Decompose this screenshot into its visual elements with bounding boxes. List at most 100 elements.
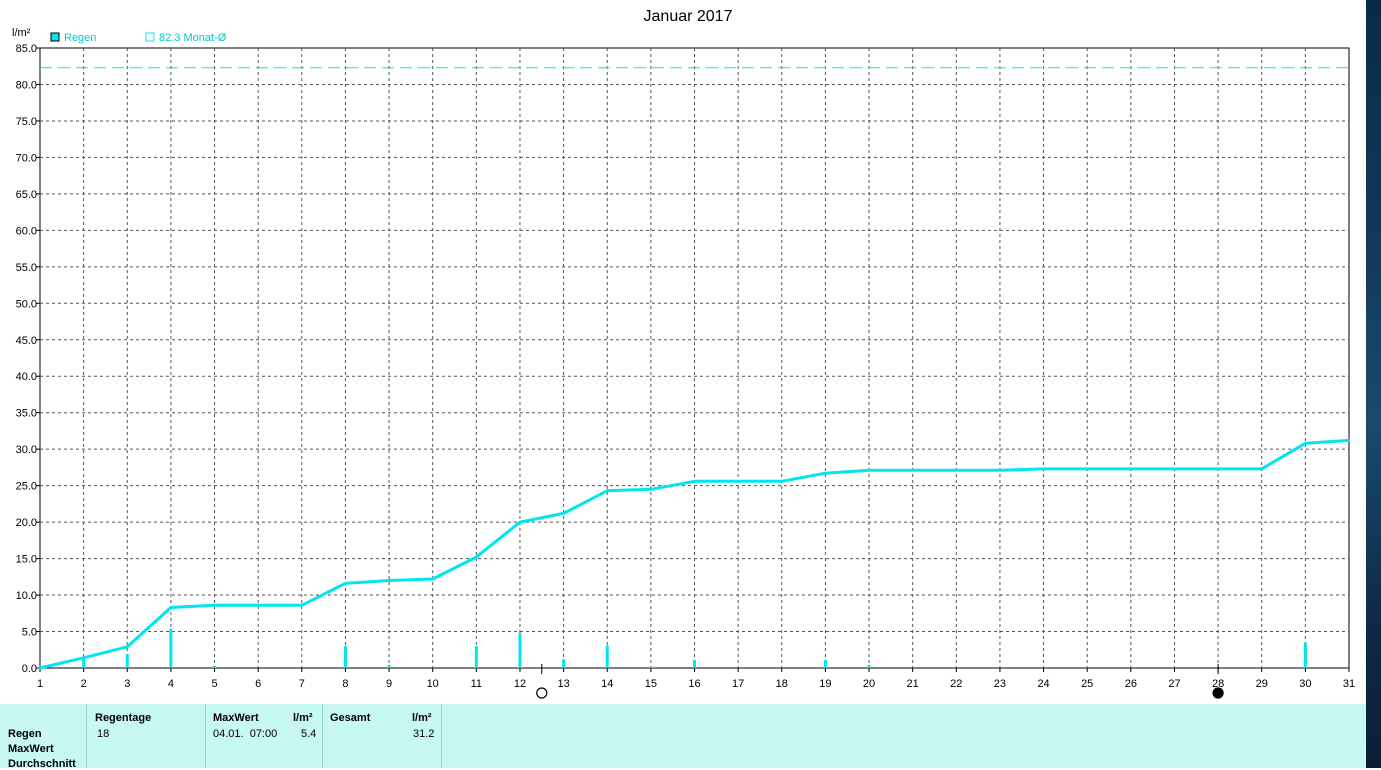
- legend-swatch-average: [145, 32, 155, 42]
- legend-label-regen: Regen: [64, 32, 96, 44]
- x-tick-label: 13: [557, 678, 569, 690]
- x-tick-label: 8: [342, 678, 348, 690]
- line-point: [824, 472, 827, 475]
- rain-bar: [823, 659, 827, 668]
- x-tick-label: 19: [819, 678, 831, 690]
- y-tick-label: 60.0: [16, 225, 37, 237]
- x-tick-label: 7: [299, 678, 305, 690]
- x-tick-label: 15: [645, 678, 657, 690]
- chart-title: Januar 2017: [644, 8, 733, 25]
- x-tick-label: 9: [386, 678, 392, 690]
- rain-bar: [649, 666, 653, 668]
- y-tick-label: 5.0: [22, 627, 37, 639]
- new-moon-icon: [1212, 687, 1224, 699]
- rain-bar: [387, 665, 391, 668]
- y-tick-label: 30.0: [16, 444, 37, 456]
- line-point: [562, 512, 565, 515]
- rain-bar: [169, 628, 173, 668]
- y-tick-label: 40.0: [16, 371, 37, 383]
- x-tick-label: 25: [1081, 678, 1093, 690]
- background-strip: [1366, 0, 1381, 768]
- gesamt-unit: l/m²: [412, 712, 432, 724]
- x-tick-label: 14: [601, 678, 613, 690]
- y-tick-label: 80.0: [16, 79, 37, 91]
- y-tick-label: 10.0: [16, 590, 37, 602]
- x-tick-label: 4: [168, 678, 174, 690]
- y-tick-label: 55.0: [16, 262, 37, 274]
- line-point: [1129, 467, 1133, 471]
- rain-bar: [1303, 642, 1307, 668]
- y-tick-label: 45.0: [16, 335, 37, 347]
- row-label-regen: Regen: [8, 728, 42, 740]
- regentage-header: Regentage: [95, 712, 152, 724]
- line-point: [475, 555, 478, 559]
- rain-bar: [518, 632, 522, 668]
- stats-col-maxwert: MaxWert l/m² 04.01. 07:00 5.4: [206, 704, 323, 768]
- line-point: [300, 604, 303, 607]
- y-tick-label: 50.0: [16, 298, 37, 310]
- y-axis-unit: l/m²: [12, 27, 31, 39]
- row-label-maxwert: MaxWert: [8, 743, 54, 755]
- x-tick-label: 18: [776, 678, 788, 690]
- line-point: [256, 604, 260, 607]
- x-tick-label: 31: [1343, 678, 1355, 690]
- gesamt-value: 31.2: [413, 728, 435, 740]
- x-tick-label: 10: [427, 678, 439, 690]
- line-point: [911, 469, 914, 472]
- x-tick-label: 26: [1125, 678, 1137, 690]
- row-label-durchschnitt: Durchschnitt: [8, 758, 76, 770]
- x-tick-label: 5: [211, 678, 217, 690]
- stats-col-gesamt: Gesamt l/m² 31.2: [323, 704, 442, 768]
- line-point: [1260, 467, 1263, 471]
- line-point: [1042, 467, 1045, 471]
- x-tick-label: 24: [1037, 678, 1049, 690]
- grid: [40, 48, 1349, 668]
- maxwert-unit: l/m²: [293, 712, 313, 724]
- x-tick-label: 16: [688, 678, 700, 690]
- x-tick-label: 12: [514, 678, 526, 690]
- y-tick-label: 25.0: [16, 481, 37, 493]
- stats-table: Regen MaxWert Durchschnitt Regentage 18 …: [0, 704, 1366, 770]
- line-point: [82, 656, 85, 659]
- line-point: [431, 577, 434, 581]
- x-tick-label: 23: [994, 678, 1006, 690]
- line-point: [606, 489, 609, 492]
- gesamt-header: Gesamt: [330, 712, 371, 724]
- x-tick-label: 27: [1168, 678, 1180, 690]
- line-point: [1304, 442, 1307, 445]
- rain-bar: [82, 657, 86, 668]
- line-point: [867, 469, 871, 472]
- x-axis: 1 2 3 4 5 6 7 8 9 10 11 12 13 14 15 16 17 18 19 20 21 22 23 24 2…: [37, 668, 1355, 690]
- line-point: [38, 666, 42, 670]
- rain-bar: [343, 646, 347, 668]
- line-point: [1347, 439, 1351, 442]
- daily-rain-bars: [82, 628, 1307, 668]
- rain-bar: [605, 645, 609, 668]
- stats-col-regentage: Regentage 18: [87, 704, 206, 768]
- y-tick-label: 70.0: [16, 152, 37, 164]
- x-tick-label: 20: [863, 678, 875, 690]
- rain-bar: [867, 665, 871, 668]
- stats-row-labels: Regen MaxWert Durchschnitt: [0, 704, 87, 770]
- full-moon-icon: [536, 687, 548, 699]
- maxwert-value: 5.4: [301, 728, 317, 740]
- x-tick-label: 29: [1256, 678, 1268, 690]
- line-point: [518, 520, 522, 524]
- x-tick-label: 1: [37, 678, 43, 690]
- y-tick-label: 65.0: [16, 189, 37, 201]
- x-tick-label: 30: [1299, 678, 1311, 690]
- rain-chart: Januar 2017 l/m² Regen 82.3 Monat-Ø 0.0 5…: [12, 8, 1355, 699]
- y-axis: 0.0 5.0 10.0 15.0 20.0 25.0 30.0 35.0 40.0 45.0 50…: [16, 43, 40, 675]
- y-tick-label: 35.0: [16, 408, 37, 420]
- y-tick-label: 85.0: [16, 43, 37, 55]
- line-point: [126, 645, 129, 649]
- x-tick-label: 28: [1212, 678, 1224, 690]
- legend-swatch-regen: [50, 32, 60, 42]
- maxwert-header: MaxWert: [213, 712, 259, 724]
- line-point: [736, 480, 740, 483]
- legend-label-average: 82.3 Monat-Ø: [159, 32, 227, 44]
- x-tick-label: 6: [255, 678, 261, 690]
- rain-bar: [125, 654, 129, 668]
- regentage-value: 18: [97, 728, 110, 740]
- x-tick-label: 3: [124, 678, 130, 690]
